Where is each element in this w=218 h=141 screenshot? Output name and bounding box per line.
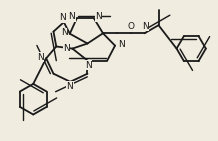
Text: N: N [66,82,73,91]
Text: N: N [95,12,102,21]
Text: N: N [37,53,44,62]
Text: N: N [118,40,124,49]
Text: N: N [85,61,92,70]
Text: N: N [59,13,66,22]
Text: N: N [142,22,149,31]
Text: N: N [69,12,75,21]
Text: N: N [61,28,68,37]
Text: N: N [63,44,70,53]
Text: O: O [127,22,134,31]
